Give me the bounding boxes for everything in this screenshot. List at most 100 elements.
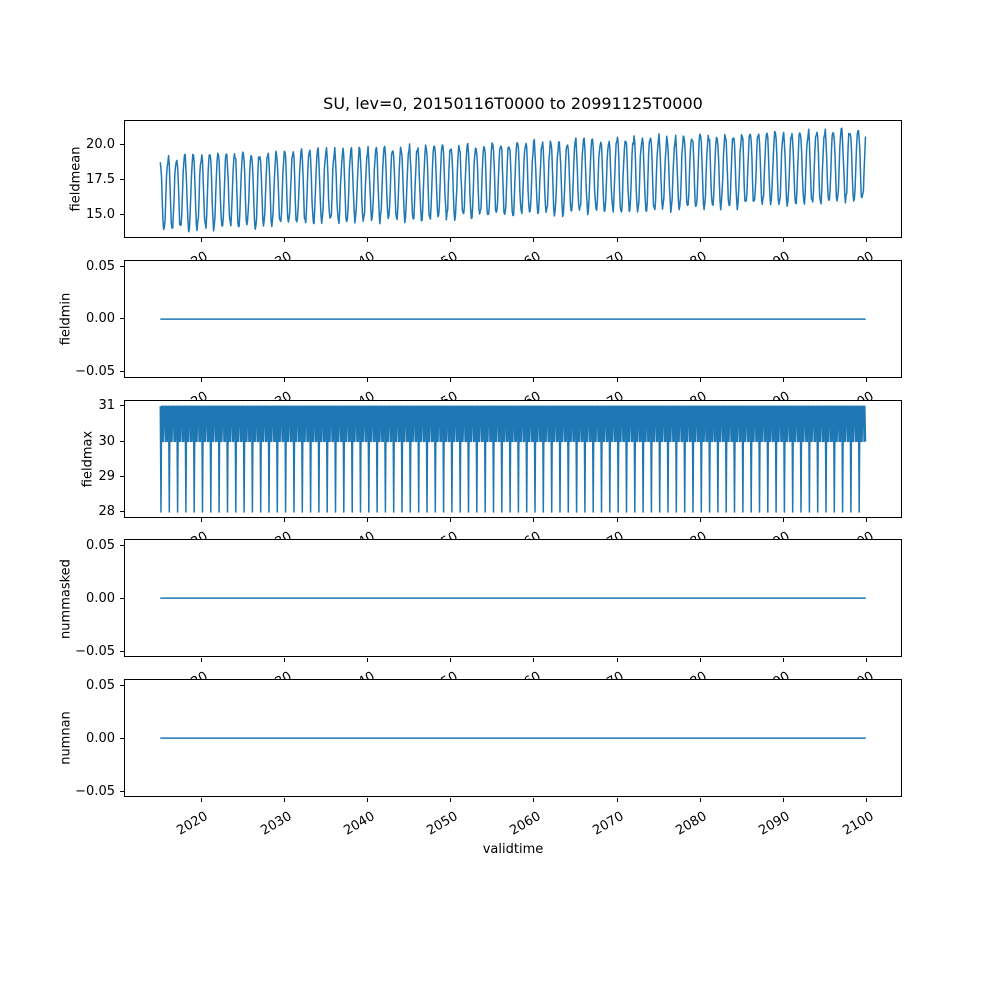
x-tick xyxy=(450,238,452,243)
y-tick-label: 0.00 xyxy=(86,591,115,607)
y-tick-label: 0.05 xyxy=(86,258,115,274)
x-tick xyxy=(533,517,535,522)
x-tick xyxy=(782,657,784,662)
x-tick-label: 2080 xyxy=(673,808,710,839)
y-axis-label-fieldmax: fieldmax xyxy=(80,430,96,487)
y-tick-label: 0.05 xyxy=(86,677,115,693)
x-tick xyxy=(699,238,701,243)
x-tick xyxy=(699,797,701,802)
x-axis-label: validtime xyxy=(482,842,544,857)
data-line-nummasked xyxy=(160,597,866,599)
x-tick xyxy=(450,797,452,802)
y-tick xyxy=(120,790,124,792)
y-tick-label: 0.05 xyxy=(86,538,115,554)
x-tick xyxy=(200,238,202,243)
y-axis-label-fieldmin: fieldmin xyxy=(58,292,74,346)
data-line-fieldmin xyxy=(160,318,866,320)
x-tick-label: 2050 xyxy=(424,808,461,839)
y-tick xyxy=(120,318,124,320)
axes-nummasked xyxy=(124,539,902,657)
y-tick-label: 0.00 xyxy=(86,730,115,746)
y-tick xyxy=(120,213,124,215)
y-axis-label-fieldmean: fieldmean xyxy=(68,146,84,212)
axes-fieldmean xyxy=(124,120,902,238)
x-tick-label: 2030 xyxy=(257,808,295,839)
x-tick xyxy=(367,517,369,522)
x-tick xyxy=(866,238,867,243)
x-tick xyxy=(284,657,286,662)
x-tick xyxy=(616,517,618,522)
x-tick xyxy=(450,517,452,522)
y-tick xyxy=(120,405,124,407)
x-tick xyxy=(450,378,452,383)
x-tick xyxy=(284,517,286,522)
x-tick xyxy=(367,657,369,662)
x-tick-label: 2020 xyxy=(174,808,211,839)
y-tick xyxy=(120,650,124,652)
y-tick-label: 30 xyxy=(98,433,115,449)
x-tick xyxy=(699,378,701,383)
y-tick-label: 17.5 xyxy=(86,171,115,187)
x-tick xyxy=(284,378,286,383)
y-axis-label-nummasked: nummasked xyxy=(58,558,74,639)
y-axis-label-numnan: numnan xyxy=(58,711,74,766)
y-tick-label: −0.05 xyxy=(75,364,115,380)
x-tick xyxy=(866,797,867,802)
x-tick-label: 2060 xyxy=(507,808,544,839)
x-tick xyxy=(450,657,452,662)
x-tick xyxy=(866,657,867,662)
x-tick xyxy=(284,797,286,802)
x-tick xyxy=(200,657,202,662)
y-tick xyxy=(120,737,124,739)
y-tick xyxy=(120,265,124,267)
x-tick xyxy=(616,657,618,662)
x-tick xyxy=(533,657,535,662)
x-tick xyxy=(866,378,867,383)
y-tick-label: 28 xyxy=(98,504,115,520)
y-tick-label: 20.0 xyxy=(86,136,115,152)
x-tick xyxy=(367,238,369,243)
x-tick xyxy=(284,238,286,243)
axes-fieldmin xyxy=(124,260,902,378)
x-tick xyxy=(616,797,618,802)
x-tick xyxy=(533,797,535,802)
y-tick xyxy=(120,511,124,513)
x-tick xyxy=(782,238,784,243)
y-tick xyxy=(120,475,124,477)
x-tick-label: 2070 xyxy=(590,808,627,839)
y-tick xyxy=(120,598,124,600)
axes-fieldmax xyxy=(124,400,902,518)
x-tick xyxy=(367,378,369,383)
x-tick xyxy=(699,657,701,662)
y-tick xyxy=(120,440,124,442)
x-tick xyxy=(200,378,202,383)
x-tick xyxy=(782,378,784,383)
axes-numnan xyxy=(124,679,902,797)
y-tick-label: 31 xyxy=(98,398,115,414)
y-tick-label: −0.05 xyxy=(75,783,115,799)
x-tick-label: 2040 xyxy=(341,808,378,839)
x-tick xyxy=(866,517,867,522)
x-tick xyxy=(367,797,369,802)
data-line-numnan xyxy=(160,737,866,739)
chart-title: SU, lev=0, 20150116T0000 to 20991125T000… xyxy=(323,94,703,113)
y-tick xyxy=(120,178,124,180)
x-tick xyxy=(616,378,618,383)
x-tick xyxy=(200,517,202,522)
x-tick xyxy=(533,238,535,243)
x-tick xyxy=(782,517,784,522)
y-tick xyxy=(120,684,124,686)
x-tick xyxy=(533,378,535,383)
x-tick xyxy=(782,797,784,802)
data-line-fieldmax xyxy=(159,405,867,513)
y-tick xyxy=(120,371,124,373)
x-tick-label: 2090 xyxy=(756,808,793,839)
x-tick xyxy=(699,517,701,522)
y-tick-label: −0.05 xyxy=(75,643,115,659)
y-tick-label: 29 xyxy=(98,468,115,484)
data-line-fieldmean xyxy=(159,127,867,233)
x-tick xyxy=(616,238,618,243)
y-tick xyxy=(120,143,124,145)
y-tick-label: 15.0 xyxy=(86,206,115,222)
